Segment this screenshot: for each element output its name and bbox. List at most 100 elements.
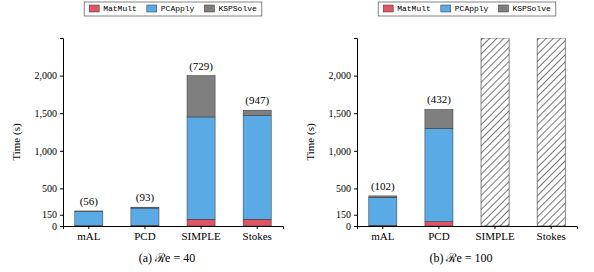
tick: Stokes: [537, 226, 566, 242]
tick-label: Stokes: [243, 230, 272, 242]
axis-line: [354, 39, 358, 227]
missing-bar: [537, 38, 565, 226]
annotation: (729): [189, 60, 213, 73]
tick-mark: [354, 215, 357, 216]
tick-mark: [382, 226, 383, 229]
bar-segment: [425, 109, 453, 128]
legend-label: KSPSolve: [218, 4, 257, 13]
legend-label: PCApply: [161, 4, 195, 13]
bar-segment: [369, 196, 397, 198]
tick: 1,000: [329, 146, 358, 157]
tick: 1,000: [35, 146, 64, 157]
tick-mark: [257, 226, 258, 229]
panel: (102)(432)01505001,0001,5002,000mALPCDSI…: [304, 2, 578, 265]
tick-mark: [354, 151, 357, 152]
tick-label: 0: [52, 221, 57, 232]
tick: PCD: [428, 226, 449, 242]
tick-label: 500: [336, 183, 351, 194]
tick: 1,500: [329, 108, 358, 119]
tick: 0: [346, 221, 357, 232]
bar-segment: [243, 115, 271, 219]
axis-line: [358, 227, 578, 230]
legend: MatMult PCApply KSPSolve: [84, 2, 262, 16]
tick-mark: [60, 226, 63, 227]
tick-label: 1,500: [35, 108, 58, 119]
tick-label: 0: [346, 221, 351, 232]
annotation: (947): [245, 94, 269, 107]
bar-segment: [425, 128, 453, 221]
missing-bar: [481, 38, 509, 226]
bar-segment: [187, 219, 215, 226]
tick-mark: [354, 113, 357, 114]
bar-segment: [75, 210, 103, 212]
tick: 150: [336, 209, 357, 220]
legend-swatch: [498, 5, 508, 12]
legend-box: [84, 2, 262, 16]
bar-segment: [425, 221, 453, 226]
tick-mark: [60, 76, 63, 77]
tick-label: mAL: [371, 230, 395, 242]
legend-swatch: [383, 5, 393, 12]
tick-label: 150: [336, 209, 351, 220]
tick-label: 1,000: [35, 146, 58, 157]
legend-label: KSPSolve: [512, 4, 551, 13]
tick-label: 2,000: [35, 70, 58, 81]
bar-segment: [131, 207, 159, 209]
annotation: (432): [427, 93, 451, 106]
legend-label: MatMult: [103, 4, 137, 13]
axis-title: Time (s): [10, 123, 23, 161]
tick-mark: [60, 151, 63, 152]
plot-area: [369, 38, 565, 226]
tick: 150: [42, 209, 63, 220]
tick-label: SIMPLE: [475, 230, 514, 242]
legend-swatch: [204, 5, 214, 12]
annotation: (102): [371, 180, 395, 193]
bar-segment: [131, 208, 159, 225]
tick-mark: [354, 188, 357, 189]
tick-label: PCD: [134, 230, 155, 242]
bar-segment: [75, 212, 103, 226]
tick: 0: [52, 221, 63, 232]
tick: 500: [336, 183, 357, 194]
y-axis: 0150 500 1,000 1,500 2,000: [35, 39, 64, 232]
tick-mark: [495, 226, 496, 229]
tick-mark: [60, 113, 63, 114]
tick: 500: [42, 183, 63, 194]
tick-mark: [551, 226, 552, 229]
tick: mAL: [77, 226, 101, 242]
legend: MatMultPCApplyKSPSolve: [378, 2, 556, 16]
axis-line: [64, 227, 284, 230]
tick: 2,000: [35, 70, 64, 81]
legend-swatch: [441, 5, 451, 12]
annotation: (93): [136, 191, 155, 204]
y-axis: 01505001,0001,5002,000: [329, 39, 358, 232]
tick-mark: [201, 226, 202, 229]
tick-mark: [60, 215, 63, 216]
annotation: (56): [80, 195, 99, 208]
tick: Stokes: [243, 226, 272, 242]
tick-mark: [354, 76, 357, 77]
tick-mark: [88, 226, 89, 229]
tick: SIMPLE: [475, 226, 514, 242]
tick-label: 150: [42, 209, 57, 220]
tick: PCD: [134, 226, 155, 242]
plot-area: [75, 76, 271, 226]
bar-segment: [187, 117, 215, 219]
figure: (56)(93)(729)(947)01505001,0001,5002,000…: [0, 0, 594, 272]
legend-box: [378, 2, 556, 16]
tick-label: 500: [42, 183, 57, 194]
subplot-title: (b) ℛe = 100: [429, 251, 492, 265]
bar-segment: [243, 110, 271, 115]
tick-label: SIMPLE: [181, 230, 220, 242]
bar-segment: [369, 197, 397, 225]
tick-mark: [144, 226, 145, 229]
bar-segment: [243, 219, 271, 226]
legend-label: MatMult: [397, 4, 431, 13]
tick-label: mAL: [77, 230, 101, 242]
tick-mark: [438, 226, 439, 229]
panel: (56) (93) (729) (947) 0150 500 1,000 1,500 2,000…: [10, 2, 284, 265]
tick: mAL: [371, 226, 395, 242]
bar-segment: [187, 76, 215, 117]
tick-label: PCD: [428, 230, 449, 242]
axis-title: Time (s): [304, 123, 317, 161]
